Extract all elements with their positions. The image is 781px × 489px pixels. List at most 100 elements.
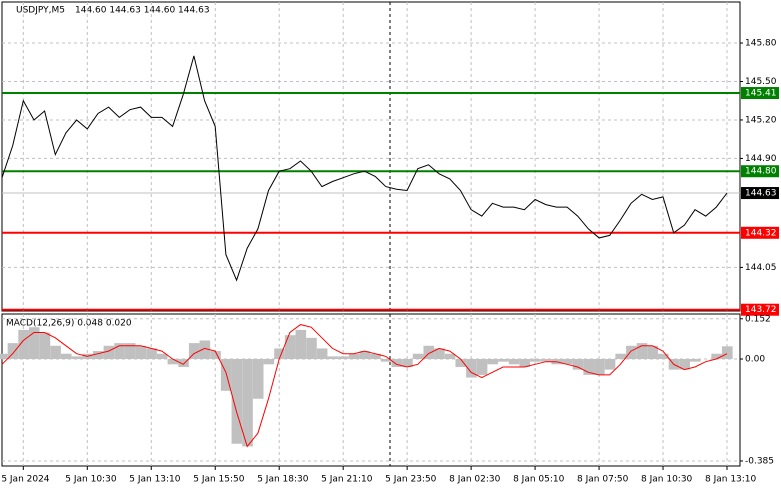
histogram-bar bbox=[316, 348, 328, 360]
ohlc: 144.60 144.63 144.60 144.63 bbox=[75, 6, 210, 16]
histogram-bar bbox=[562, 359, 573, 365]
histogram-bar bbox=[658, 353, 669, 360]
x-tick-label: 5 Jan 13:10 bbox=[129, 475, 181, 485]
histogram-bar bbox=[722, 346, 733, 360]
histogram-bar bbox=[487, 359, 499, 365]
y-tick-label: -0.385 bbox=[745, 456, 774, 466]
histogram-bar bbox=[498, 359, 509, 362]
histogram-bar bbox=[39, 332, 51, 360]
histogram-bar bbox=[647, 345, 658, 360]
histogram-bar bbox=[0, 353, 8, 360]
price-panel bbox=[1, 1, 741, 312]
histogram-bar bbox=[412, 353, 424, 360]
histogram-bar bbox=[284, 335, 296, 360]
histogram-bar bbox=[199, 340, 211, 360]
histogram-bar bbox=[263, 359, 275, 365]
histogram-bar bbox=[178, 359, 189, 367]
histogram-bar bbox=[359, 351, 371, 360]
histogram-bar bbox=[530, 359, 541, 362]
histogram-bar bbox=[711, 353, 722, 360]
histogram-bar bbox=[540, 359, 552, 362]
histogram-bar bbox=[370, 353, 381, 360]
histogram-bar bbox=[380, 359, 392, 362]
histogram-bar bbox=[210, 351, 221, 360]
histogram-bar bbox=[338, 356, 349, 360]
histogram-bar bbox=[306, 337, 317, 360]
y-tick-label: 145.80 bbox=[745, 39, 777, 49]
histogram-bar bbox=[50, 345, 61, 360]
symbol: USDJPY,M5 bbox=[16, 6, 65, 16]
x-tick-label: 5 Jan 21:10 bbox=[321, 475, 373, 485]
histogram-bar bbox=[594, 359, 605, 375]
histogram-bar bbox=[188, 343, 200, 360]
histogram-bar bbox=[690, 359, 701, 362]
histogram-bar bbox=[146, 348, 157, 360]
level-tag bbox=[741, 87, 779, 100]
y-tick-label: 144.90 bbox=[745, 154, 777, 164]
histogram-bar bbox=[519, 359, 531, 367]
last-price-tag bbox=[741, 187, 779, 200]
histogram-bar bbox=[604, 359, 616, 370]
x-tick-label: 5 Jan 18:30 bbox=[257, 475, 309, 485]
histogram-bar bbox=[572, 359, 584, 370]
histogram-bar bbox=[60, 353, 72, 360]
histogram-bar bbox=[18, 329, 29, 360]
x-tick-label: 8 Jan 13:10 bbox=[705, 475, 757, 485]
x-tick-label: 8 Jan 07:50 bbox=[577, 475, 629, 485]
histogram-bar bbox=[455, 359, 467, 367]
histogram-bar bbox=[615, 353, 626, 360]
level-label: 144.80 bbox=[745, 167, 777, 177]
histogram-bar bbox=[626, 345, 637, 360]
x-tick-label: 5 Jan 2024 bbox=[1, 475, 49, 485]
y-tick-label: 144.05 bbox=[745, 263, 777, 273]
histogram-bar bbox=[423, 345, 435, 360]
histogram-bar bbox=[231, 359, 243, 444]
y-tick-label: 145.20 bbox=[745, 115, 777, 125]
level-label: 145.41 bbox=[745, 89, 777, 99]
histogram-bar bbox=[444, 353, 456, 360]
price-line bbox=[1, 55, 728, 282]
histogram-bar bbox=[92, 351, 104, 360]
x-tick-label: 5 Jan 10:30 bbox=[65, 475, 117, 485]
level-label: 144.32 bbox=[745, 228, 777, 238]
histogram-bar bbox=[434, 348, 445, 360]
histogram-bar bbox=[135, 345, 147, 360]
histogram-bar bbox=[402, 359, 413, 367]
histogram-bar bbox=[391, 359, 403, 367]
level-tag bbox=[741, 303, 779, 316]
level-tag bbox=[741, 226, 779, 239]
histogram-bar bbox=[103, 345, 115, 360]
macd-title: MACD(12,26,9) 0.048 0.020 bbox=[6, 319, 132, 329]
x-tick-label: 8 Jan 02:30 bbox=[449, 475, 501, 485]
histogram-bar bbox=[348, 353, 360, 360]
level-label: 143.72 bbox=[745, 305, 777, 315]
histogram-bar bbox=[327, 356, 339, 360]
histogram-bar bbox=[28, 327, 40, 360]
macd-panel bbox=[1, 313, 741, 467]
histogram-bar bbox=[476, 359, 488, 375]
y-tick-label: 0.00 bbox=[745, 355, 765, 365]
histogram-bar bbox=[508, 359, 520, 365]
histogram-bar bbox=[71, 356, 83, 360]
histogram-bar bbox=[156, 353, 168, 360]
x-tick-label: 5 Jan 23:50 bbox=[385, 475, 437, 485]
histogram-bar bbox=[295, 329, 307, 360]
histogram-bar bbox=[167, 359, 179, 365]
x-tick-label: 8 Jan 05:10 bbox=[513, 475, 565, 485]
histogram-bar bbox=[636, 343, 648, 360]
histogram-bar bbox=[274, 348, 285, 360]
y-tick-label: 0.152 bbox=[745, 314, 771, 324]
histogram-bar bbox=[242, 359, 253, 447]
histogram-bar bbox=[252, 359, 264, 399]
x-tick-label: 8 Jan 10:30 bbox=[641, 475, 693, 485]
y-tick-label: 145.50 bbox=[745, 77, 777, 87]
signal-line bbox=[1, 324, 728, 448]
last-price-label: 144.63 bbox=[745, 189, 777, 199]
histogram-bar bbox=[466, 359, 477, 378]
histogram-bar bbox=[7, 343, 19, 360]
histogram-bar bbox=[124, 343, 136, 360]
x-tick-label: 5 Jan 15:50 bbox=[193, 475, 245, 485]
level-tag bbox=[741, 165, 779, 178]
histogram-bar bbox=[679, 359, 690, 370]
